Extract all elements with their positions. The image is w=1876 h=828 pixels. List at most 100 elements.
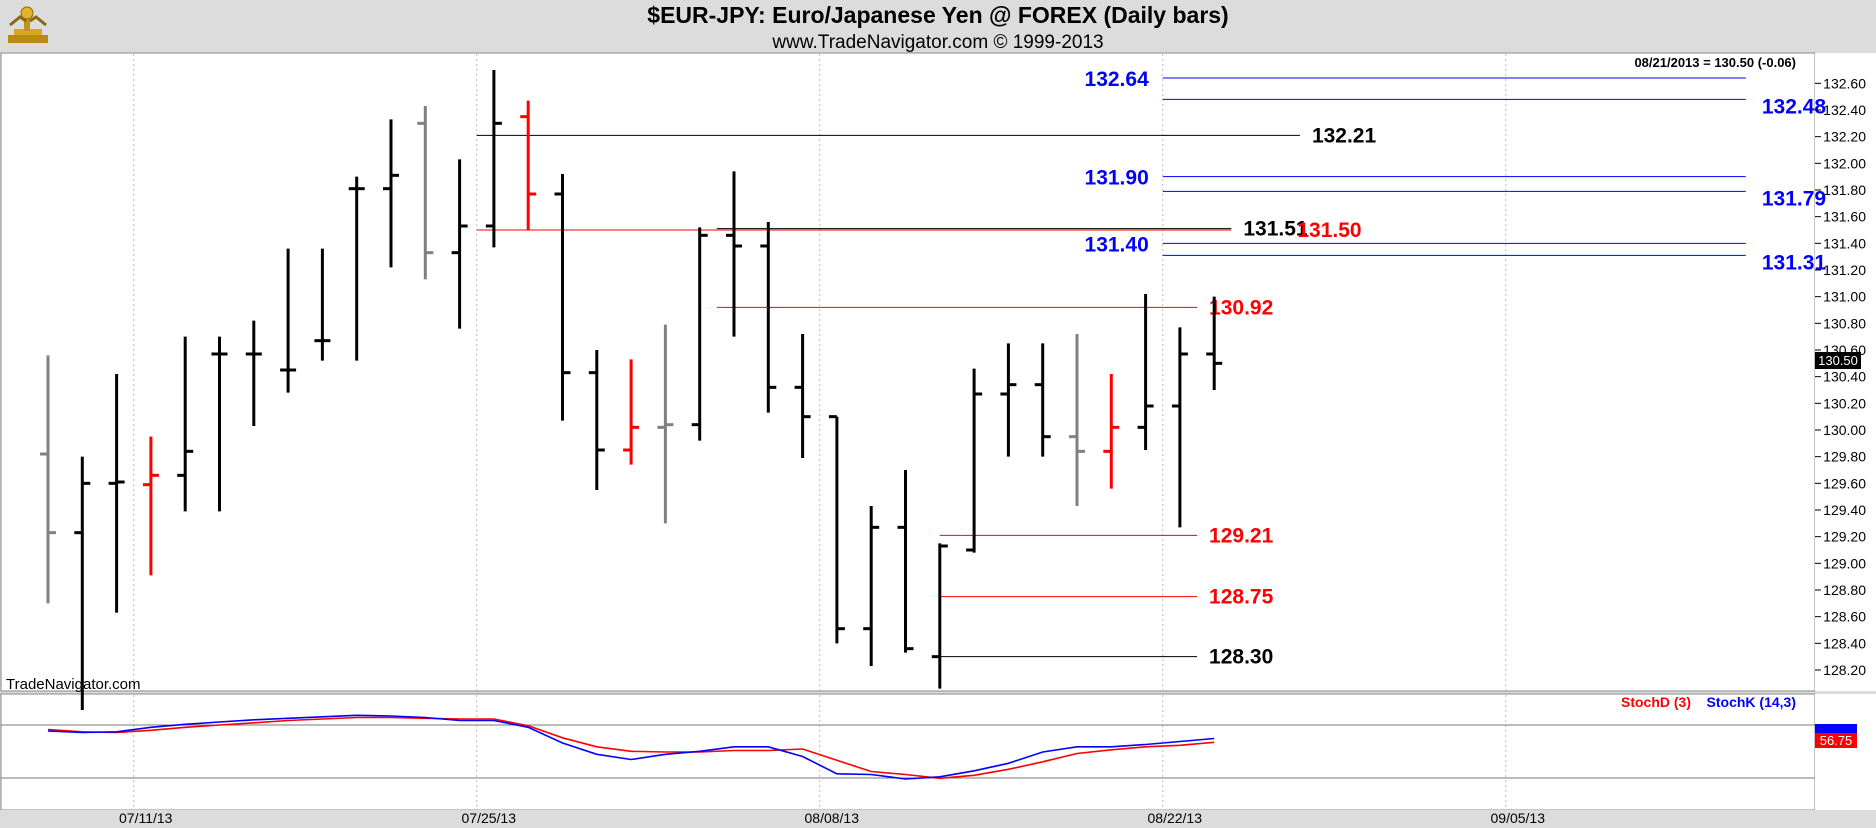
last-quote: 08/21/2013 = 130.50 (-0.06) [1634,55,1796,70]
ohlc-bar [314,248,331,361]
ohlc-bar [520,100,537,230]
level-label: 132.48 [1762,95,1827,118]
last-price-label: 130.50 [1818,353,1858,368]
y-tick-label: 131.00 [1823,289,1866,305]
ohlc-bar [897,470,914,653]
x-tick-label: 08/08/13 [805,810,860,826]
legend-stochd: StochD (3) [1621,694,1691,710]
ohlc-bar [211,336,228,512]
y-tick-label: 131.60 [1823,209,1866,225]
ohlc-bar [142,436,159,576]
y-tick-label: 129.60 [1823,475,1866,491]
y-tick-label: 130.20 [1823,395,1866,411]
ohlc-bar [1069,334,1085,506]
stochd-value: 56.75 [1820,733,1853,748]
ohlc-bar [40,355,56,604]
ohlc-bar [760,222,777,413]
stoch-lines [47,714,1215,780]
level-label: 129.21 [1209,524,1274,547]
price-bars [40,70,1223,710]
ohlc-bar [451,159,468,329]
level-label: 132.64 [1085,68,1150,91]
ohlc-bar [74,456,91,710]
y-tick-label: 132.20 [1823,129,1866,145]
y-tick-label: 130.00 [1823,422,1866,438]
y-tick-label: 128.20 [1823,662,1866,678]
ohlc-bar [726,171,742,337]
level-label: 131.50 [1297,219,1361,242]
y-tick-label: 129.20 [1823,529,1866,545]
ohlc-bar [863,506,880,666]
level-label: 132.21 [1312,124,1377,147]
x-tick-label: 07/11/13 [119,810,173,826]
y-tick-label: 132.60 [1823,75,1866,91]
y-tick-label: 129.80 [1823,449,1866,465]
y-tick-label: 130.80 [1823,315,1866,331]
ohlc-bar [966,368,983,553]
level-label: 131.40 [1085,233,1149,256]
y-tick-label: 131.20 [1823,262,1866,278]
y-tick-label: 131.80 [1823,182,1866,198]
level-layer: 132.64132.48132.21131.90131.79131.51131.… [476,68,1827,669]
ohlc-bar [1034,343,1051,457]
watermark: TradeNavigator.com [6,676,141,693]
y-tick-label: 128.80 [1823,582,1866,598]
stochd-value-box [1815,733,1857,748]
price-panel [0,52,1816,692]
ohlc-bar [1171,327,1188,528]
ohlc-bar [1206,296,1223,390]
ohlc-bar [828,415,845,644]
ohlc-bar [623,359,640,465]
ohlc-bar [554,174,571,421]
ohlc-bar [657,324,674,524]
price-axis-ticks: 132.60 132.40 132.20 132.00 131.80 131.60 131.… [1815,75,1866,678]
ohlc-bar [485,70,502,248]
y-tick-label: 131.40 [1823,235,1866,251]
level-label: 131.31 [1762,251,1827,274]
date-axis [0,810,1876,828]
ohlc-bar [1137,294,1154,450]
ohlc-bar [383,119,399,268]
chart-subtitle: www.TradeNavigator.com © 1999-2013 [772,32,1104,53]
stoch-panel [0,693,1816,811]
ohlc-bar [108,374,125,613]
ohlc-bar [588,350,605,490]
y-tick-label: 128.40 [1823,635,1866,651]
price-axis [1815,53,1876,691]
stoch-series-line [47,716,1215,780]
ohlc-bar [177,336,194,512]
level-label: 128.30 [1209,646,1273,669]
x-tick-label: 09/05/13 [1491,810,1546,826]
x-tick-label: 07/25/13 [462,810,517,826]
y-tick-label: 132.40 [1823,102,1866,118]
level-label: 131.90 [1085,167,1149,190]
ohlc-bar [245,320,262,426]
y-tick-label: 128.60 [1823,609,1866,625]
y-tick-label: 129.00 [1823,555,1866,571]
ohlc-bar [280,248,297,393]
trade-navigator-logo-icon [8,6,48,43]
y-tick-label: 132.00 [1823,155,1866,171]
level-label: 131.51 [1243,218,1308,241]
y-tick-label: 130.40 [1823,369,1866,385]
y-tick-label: 129.40 [1823,502,1866,518]
stochk-value-box [1815,724,1857,735]
ohlc-bar [417,106,434,280]
ohlc-bar [1103,374,1120,489]
ohlc-bar [1000,343,1017,457]
level-label: 130.92 [1209,296,1273,319]
stoch-axis [1815,694,1876,810]
stoch-series-line [47,714,1215,780]
grid-layer [1,54,1815,809]
ohlc-bar [794,334,811,458]
date-axis-ticks: 07/11/13 07/25/13 08/08/13 08/22/13 09/05/13 [119,810,1545,826]
level-label: 131.79 [1762,187,1826,210]
ohlc-bar [691,227,708,441]
ohlc-bar [931,543,948,689]
ohlc-bar [348,176,365,361]
x-tick-label: 08/22/13 [1148,810,1203,826]
chart-title: $EUR-JPY: Euro/Japanese Yen @ FOREX (Dai… [647,2,1229,28]
legend-stochk: StochK (14,3) [1707,694,1796,710]
level-label: 128.75 [1209,586,1274,609]
